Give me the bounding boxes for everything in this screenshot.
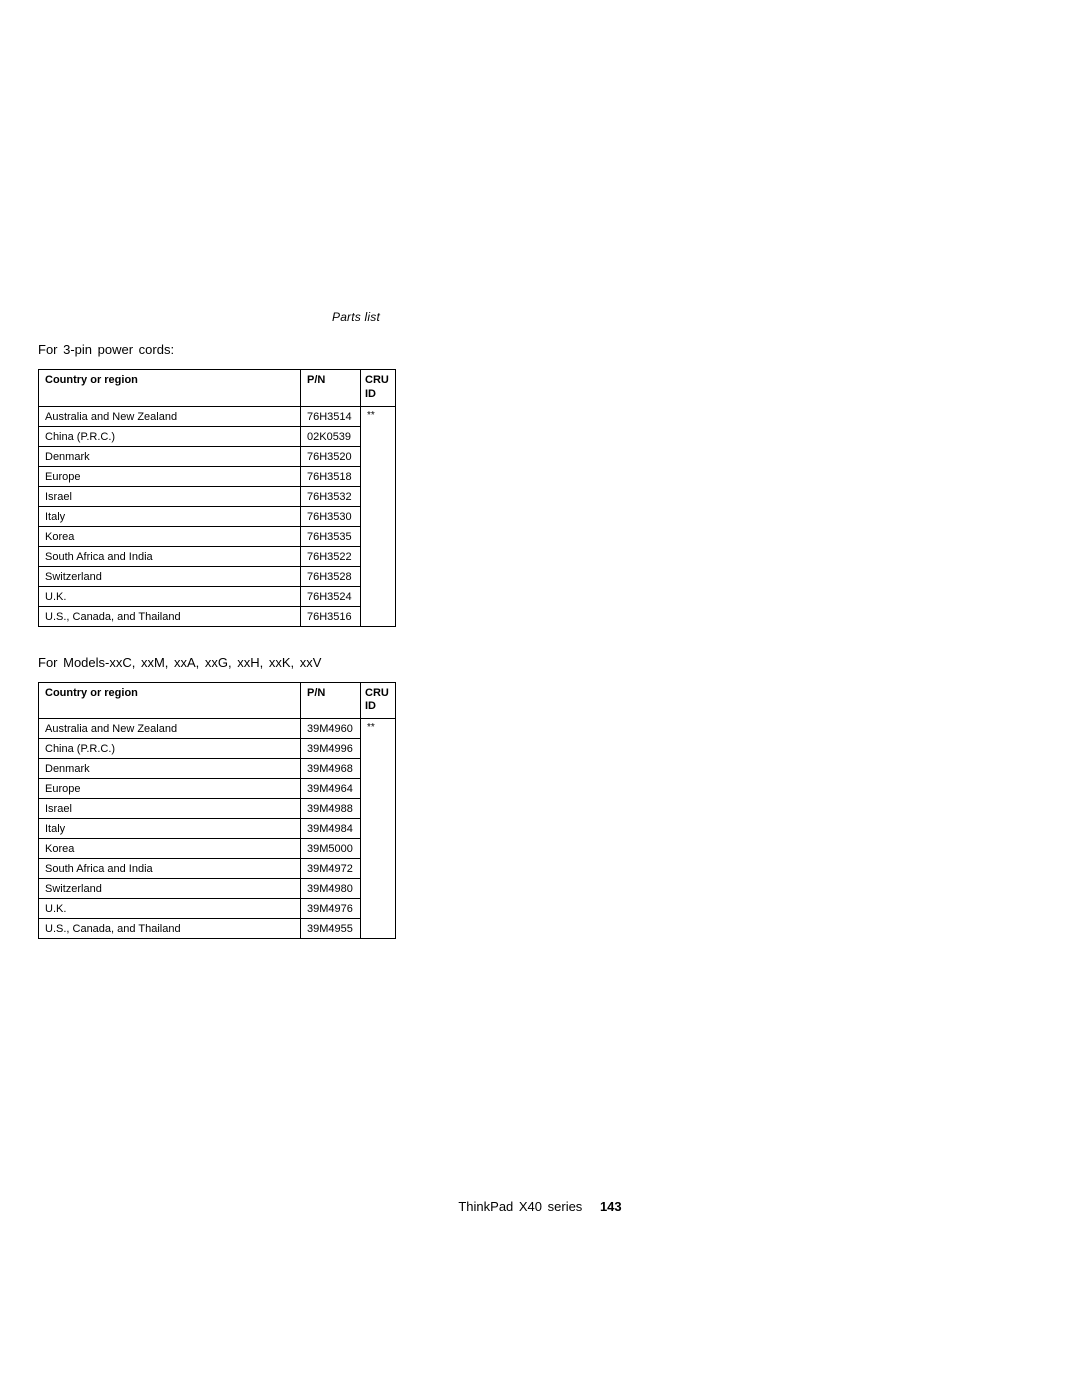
table-models-power-cords: Country or region P/N CRU ID Australia a… — [38, 682, 396, 940]
cell-pn: 39M5000 — [301, 839, 361, 859]
table-row: Europe76H3518 — [39, 466, 396, 486]
table-row: U.S., Canada, and Thailand76H3516 — [39, 606, 396, 626]
cell-country: U.K. — [39, 586, 301, 606]
cell-country: Italy — [39, 819, 301, 839]
running-header: Parts list — [332, 310, 380, 324]
table-row: Israel76H3532 — [39, 486, 396, 506]
cell-country: Europe — [39, 466, 301, 486]
col-header-cru: CRU ID — [361, 682, 396, 719]
cell-pn: 39M4964 — [301, 779, 361, 799]
table-row: South Africa and India76H3522 — [39, 546, 396, 566]
section2-intro: For Models-xxC, xxM, xxA, xxG, xxH, xxK,… — [38, 655, 376, 670]
cell-cru-id: ** — [361, 406, 396, 626]
cell-pn: 76H3535 — [301, 526, 361, 546]
table-row: Korea76H3535 — [39, 526, 396, 546]
cell-pn: 39M4960 — [301, 719, 361, 739]
cell-country: Italy — [39, 506, 301, 526]
cell-pn: 39M4980 — [301, 879, 361, 899]
col-header-pn: P/N — [301, 370, 361, 407]
section1-intro: For 3-pin power cords: — [38, 342, 376, 357]
cell-country: Israel — [39, 799, 301, 819]
cell-country: Denmark — [39, 759, 301, 779]
footer-label: ThinkPad X40 series — [458, 1199, 582, 1214]
cell-country: China (P.R.C.) — [39, 739, 301, 759]
cell-country: Switzerland — [39, 566, 301, 586]
page-number: 143 — [600, 1199, 622, 1214]
cell-pn: 39M4988 — [301, 799, 361, 819]
cell-country: South Africa and India — [39, 546, 301, 566]
col-header-country: Country or region — [39, 370, 301, 407]
page: Parts list For 3-pin power cords: Countr… — [0, 0, 1080, 1397]
cell-pn: 76H3520 — [301, 446, 361, 466]
cell-country: U.S., Canada, and Thailand — [39, 919, 301, 939]
cell-country: Israel — [39, 486, 301, 506]
table-row: China (P.R.C.)39M4996 — [39, 739, 396, 759]
table-row: Denmark39M4968 — [39, 759, 396, 779]
cell-pn: 02K0539 — [301, 426, 361, 446]
cell-pn: 39M4984 — [301, 819, 361, 839]
table-row: Europe39M4964 — [39, 779, 396, 799]
cell-country: Korea — [39, 526, 301, 546]
cell-pn: 76H3516 — [301, 606, 361, 626]
table-row: Australia and New Zealand39M4960** — [39, 719, 396, 739]
table-row: Switzerland76H3528 — [39, 566, 396, 586]
page-content: For 3-pin power cords: Country or region… — [38, 342, 376, 939]
cell-pn: 76H3514 — [301, 406, 361, 426]
table-row: China (P.R.C.)02K0539 — [39, 426, 396, 446]
table-3pin-power-cords: Country or region P/N CRU ID Australia a… — [38, 369, 396, 627]
table-row: U.S., Canada, and Thailand39M4955 — [39, 919, 396, 939]
cell-country: U.S., Canada, and Thailand — [39, 606, 301, 626]
table-row: U.K.39M4976 — [39, 899, 396, 919]
table-row: Italy39M4984 — [39, 819, 396, 839]
cell-cru-id: ** — [361, 719, 396, 939]
cell-pn: 39M4968 — [301, 759, 361, 779]
cell-pn: 39M4996 — [301, 739, 361, 759]
page-footer: ThinkPad X40 series 143 — [0, 1199, 1080, 1214]
table-row: Korea39M5000 — [39, 839, 396, 859]
cell-country: South Africa and India — [39, 859, 301, 879]
col-header-pn: P/N — [301, 682, 361, 719]
table-header-row: Country or region P/N CRU ID — [39, 682, 396, 719]
cell-country: Australia and New Zealand — [39, 406, 301, 426]
table-row: Israel39M4988 — [39, 799, 396, 819]
cell-country: Switzerland — [39, 879, 301, 899]
col-header-cru: CRU ID — [361, 370, 396, 407]
cell-country: Australia and New Zealand — [39, 719, 301, 739]
cell-pn: 39M4972 — [301, 859, 361, 879]
table-row: Italy76H3530 — [39, 506, 396, 526]
table-header-row: Country or region P/N CRU ID — [39, 370, 396, 407]
cell-pn: 76H3524 — [301, 586, 361, 606]
cell-pn: 39M4976 — [301, 899, 361, 919]
cell-country: Denmark — [39, 446, 301, 466]
table-row: Switzerland39M4980 — [39, 879, 396, 899]
cell-pn: 76H3532 — [301, 486, 361, 506]
col-header-country: Country or region — [39, 682, 301, 719]
table-row: Australia and New Zealand76H3514** — [39, 406, 396, 426]
cell-pn: 76H3522 — [301, 546, 361, 566]
cell-pn: 39M4955 — [301, 919, 361, 939]
cell-country: China (P.R.C.) — [39, 426, 301, 446]
cell-pn: 76H3530 — [301, 506, 361, 526]
cell-country: Korea — [39, 839, 301, 859]
table-row: South Africa and India39M4972 — [39, 859, 396, 879]
cell-pn: 76H3518 — [301, 466, 361, 486]
table-row: Denmark76H3520 — [39, 446, 396, 466]
cell-country: Europe — [39, 779, 301, 799]
table-row: U.K.76H3524 — [39, 586, 396, 606]
cell-country: U.K. — [39, 899, 301, 919]
cell-pn: 76H3528 — [301, 566, 361, 586]
